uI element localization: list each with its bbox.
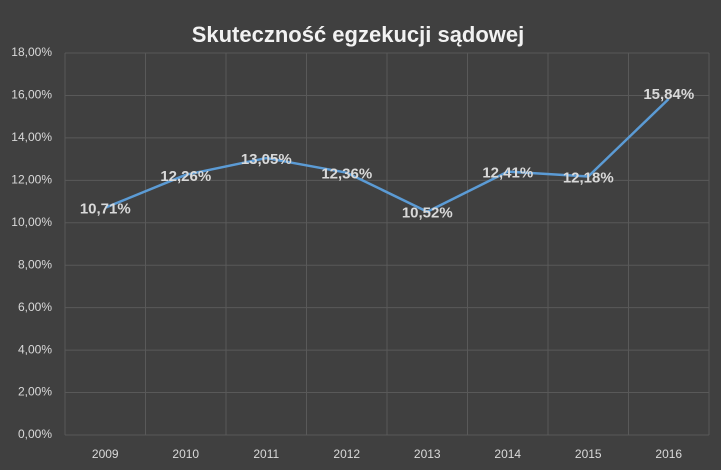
y-tick-label: 18,00% [11, 45, 52, 59]
chart-title: Skuteczność egzekucji sądowej [192, 22, 525, 47]
x-tick-label: 2013 [414, 447, 441, 461]
x-tick-label: 2011 [253, 447, 279, 461]
y-tick-label: 10,00% [11, 215, 52, 229]
x-tick-label: 2010 [172, 447, 199, 461]
y-tick-label: 6,00% [18, 300, 52, 314]
y-tick-label: 0,00% [18, 427, 52, 441]
value-label: 12,41% [482, 165, 533, 182]
value-label: 15,84% [643, 86, 694, 103]
y-tick-label: 16,00% [11, 88, 52, 102]
x-tick-label: 2016 [655, 447, 682, 461]
y-tick-label: 12,00% [11, 173, 52, 187]
x-tick-label: 2012 [333, 447, 360, 461]
x-tick-label: 2009 [92, 447, 119, 461]
value-label: 12,26% [160, 168, 211, 185]
value-label: 12,18% [563, 169, 614, 186]
x-tick-label: 2014 [494, 447, 521, 461]
line [104, 97, 670, 213]
y-tick-label: 14,00% [11, 130, 52, 144]
y-tick-label: 2,00% [18, 385, 52, 399]
y-tick-label: 4,00% [18, 342, 52, 356]
x-tick-label: 2015 [575, 447, 602, 461]
value-label: 10,52% [402, 205, 453, 222]
value-label: 12,36% [321, 166, 372, 183]
value-label: 10,71% [80, 201, 131, 218]
value-label: 13,05% [241, 151, 292, 168]
y-tick-label: 8,00% [18, 257, 52, 271]
